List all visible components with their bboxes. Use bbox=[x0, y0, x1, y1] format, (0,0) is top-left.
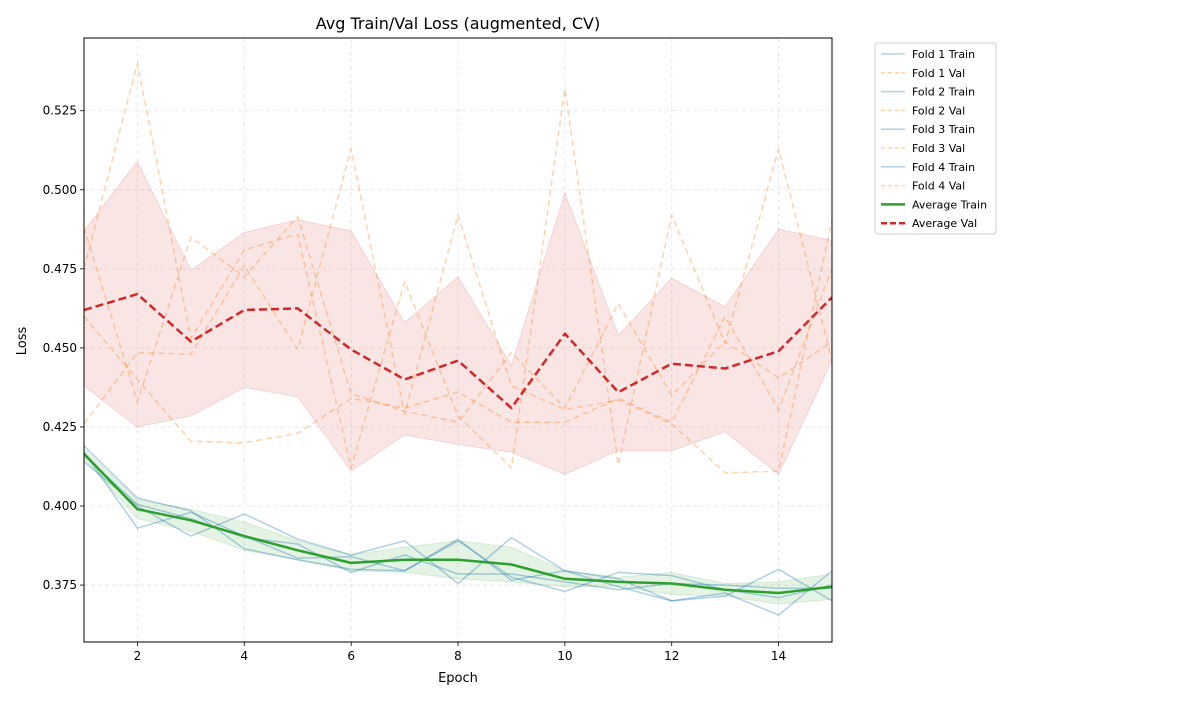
legend-label-fold-2-train: Fold 2 Train bbox=[912, 86, 975, 99]
y-tick-label: 0.375 bbox=[43, 578, 77, 592]
train-std-band bbox=[84, 448, 832, 605]
series-line-average-train bbox=[84, 452, 832, 595]
y-tick-label: 0.525 bbox=[43, 104, 77, 118]
series-line-average-val bbox=[84, 292, 832, 410]
legend-label-fold-2-val: Fold 2 Val bbox=[912, 104, 965, 117]
x-tick-label: 14 bbox=[771, 649, 786, 663]
legend-label-fold-1-val: Fold 1 Val bbox=[912, 67, 965, 80]
legend-label-fold-4-train: Fold 4 Train bbox=[912, 161, 975, 174]
y-tick-label: 0.400 bbox=[43, 499, 77, 513]
series-line-fold-4-val bbox=[84, 268, 832, 444]
x-axis-label: Epoch bbox=[438, 671, 478, 686]
y-axis-label: Loss bbox=[15, 327, 30, 356]
series-line-fold-1-train bbox=[84, 445, 832, 602]
legend-label-fold-1-train: Fold 1 Train bbox=[912, 48, 975, 61]
legend-label-average-train: Average Train bbox=[912, 198, 987, 211]
confidence-bands bbox=[84, 160, 832, 605]
y-tick-label: 0.450 bbox=[43, 341, 77, 355]
y-tick-label: 0.475 bbox=[43, 262, 77, 276]
legend-label-fold-3-train: Fold 3 Train bbox=[912, 123, 975, 136]
legend-box bbox=[874, 42, 997, 235]
x-tick-label: 8 bbox=[454, 649, 462, 663]
legend: Fold 1 Train Fold 1 Val Fold 2 Train Fold 2… bbox=[874, 42, 997, 235]
series-line-fold-3-train bbox=[84, 461, 832, 616]
val-std-band bbox=[84, 160, 832, 476]
y-tick-label: 0.425 bbox=[43, 420, 77, 434]
series-line-fold-2-train bbox=[84, 451, 832, 599]
legend-label-fold-3-val: Fold 3 Val bbox=[912, 142, 965, 155]
x-tick-label: 12 bbox=[664, 649, 679, 663]
chart-title: Avg Train/Val Loss (augmented, CV) bbox=[316, 14, 600, 33]
x-tick-label: 6 bbox=[347, 649, 355, 663]
series-lines bbox=[84, 62, 832, 616]
series-line-fold-3-val bbox=[84, 62, 832, 469]
series-line-fold-1-val bbox=[84, 147, 832, 474]
x-tick-label: 2 bbox=[134, 649, 142, 663]
legend-label-fold-4-val: Fold 4 Val bbox=[912, 180, 965, 193]
grid bbox=[84, 38, 832, 642]
x-tick-label: 10 bbox=[557, 649, 572, 663]
y-tick-label: 0.500 bbox=[43, 183, 77, 197]
x-tick-label: 4 bbox=[240, 649, 248, 663]
legend-label-average-val: Average Val bbox=[912, 217, 977, 230]
axes: 2 4 6 8 10 12 14 0.375 0.400 0.425 0.450 0.475 0.500… bbox=[43, 37, 833, 663]
